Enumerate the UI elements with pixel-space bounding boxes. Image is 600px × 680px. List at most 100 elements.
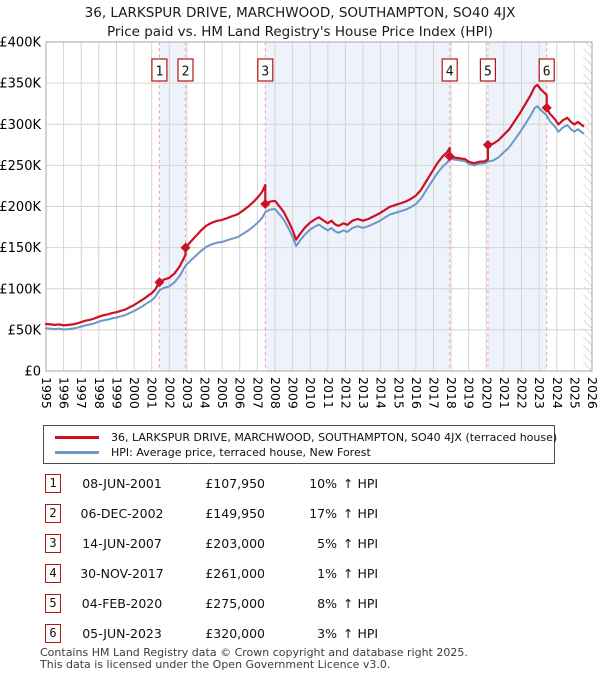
sale-number-badge: 5 — [45, 594, 61, 613]
hpi-series-line — [45, 105, 585, 331]
svg-text:2001: 2001 — [145, 377, 160, 409]
svg-text:2017: 2017 — [427, 377, 442, 409]
svg-text:£50K: £50K — [8, 323, 42, 338]
svg-text:2025: 2025 — [567, 377, 582, 409]
sale-pct-vs-hpi: 10% — [309, 476, 337, 491]
svg-text:2008: 2008 — [268, 377, 283, 409]
table-row: 1 08-JUN-2001 £107,950 10% ↑ HPI — [0, 471, 600, 501]
sale-number-badge: 3 — [45, 534, 61, 553]
chart-legend: 36, LARKSPUR DRIVE, MARCHWOOD, SOUTHAMPT… — [43, 425, 558, 464]
sale-marker — [154, 277, 165, 288]
svg-text:1: 1 — [155, 65, 163, 80]
svg-text:2002: 2002 — [162, 377, 177, 409]
hpi-ref-label: ↑ HPI — [343, 506, 379, 521]
sale-number-badge: 6 — [45, 624, 61, 643]
sale-number-badge: 1 — [45, 474, 61, 493]
svg-text:1999: 1999 — [110, 377, 125, 409]
svg-text:1997: 1997 — [74, 377, 89, 409]
sale-price: £203,000 — [205, 536, 265, 551]
svg-text:2007: 2007 — [250, 377, 265, 409]
svg-text:2024: 2024 — [550, 377, 565, 409]
sale-number-badge: 4 — [45, 564, 61, 583]
sale-number-box — [177, 58, 194, 82]
svg-text:2023: 2023 — [532, 377, 547, 409]
svg-text:2006: 2006 — [233, 377, 248, 409]
copyright-footer: Contains HM Land Registry data © Crown c… — [40, 647, 468, 670]
svg-text:6: 6 — [543, 65, 551, 80]
sale-number-box — [538, 58, 555, 82]
sale-number-box — [257, 58, 274, 82]
legend-label: 36, LARKSPUR DRIVE, MARCHWOOD, SOUTHAMPT… — [111, 431, 558, 444]
svg-text:5: 5 — [484, 65, 492, 80]
svg-text:2010: 2010 — [303, 377, 318, 409]
sale-date: 05-JUN-2023 — [82, 626, 162, 641]
footer-line: Contains HM Land Registry data © Crown c… — [40, 646, 468, 659]
sale-marker — [180, 242, 191, 253]
sale-number-boxes: 1 2 3 4 5 6 — [151, 58, 555, 82]
sale-pct-vs-hpi: 8% — [317, 596, 337, 611]
sale-number-badge: 2 — [45, 504, 61, 523]
sale-number-box — [441, 58, 458, 82]
legend-item-property: 36, LARKSPUR DRIVE, MARCHWOOD, SOUTHAMPT… — [44, 430, 558, 445]
svg-text:2020: 2020 — [479, 377, 494, 409]
page-subtitle: Price paid vs. HM Land Registry's House … — [107, 24, 493, 40]
sale-marker — [444, 151, 455, 162]
svg-text:2018: 2018 — [444, 377, 459, 409]
svg-text:2013: 2013 — [356, 377, 371, 409]
svg-text:1995: 1995 — [39, 377, 54, 409]
table-row: 3 14-JUN-2007 £203,000 5% ↑ HPI — [0, 531, 600, 561]
svg-text:2026: 2026 — [585, 377, 600, 409]
page-title: 36, LARKSPUR DRIVE, MARCHWOOD, SOUTHAMPT… — [84, 5, 516, 21]
hpi-ref-label: ↑ HPI — [343, 626, 379, 641]
svg-text:1996: 1996 — [57, 377, 72, 409]
svg-text:£0: £0 — [24, 365, 41, 380]
svg-text:1998: 1998 — [92, 377, 107, 409]
svg-text:2000: 2000 — [127, 377, 142, 409]
sale-pct-vs-hpi: 17% — [309, 506, 337, 521]
sale-markers — [154, 102, 552, 288]
svg-text:2016: 2016 — [409, 377, 424, 409]
svg-text:2004: 2004 — [198, 377, 213, 409]
table-row: 2 06-DEC-2002 £149,950 17% ↑ HPI — [0, 501, 600, 531]
svg-text:2003: 2003 — [180, 377, 195, 409]
svg-text:£200K: £200K — [0, 200, 41, 215]
hpi-ref-label: ↑ HPI — [343, 596, 379, 611]
svg-text:2005: 2005 — [215, 377, 230, 409]
hpi-ref-label: ↑ HPI — [343, 566, 379, 581]
svg-text:£350K: £350K — [0, 77, 41, 92]
svg-text:2012: 2012 — [338, 377, 353, 409]
sale-date: 04-FEB-2020 — [81, 596, 163, 611]
sale-date: 08-JUN-2001 — [82, 476, 162, 491]
svg-text:£250K: £250K — [0, 159, 41, 174]
svg-text:£100K: £100K — [0, 282, 41, 297]
svg-text:4: 4 — [446, 65, 454, 80]
property-line-swatch — [55, 436, 99, 439]
sale-marker — [541, 102, 552, 113]
sale-price: £149,950 — [205, 506, 265, 521]
svg-text:2015: 2015 — [391, 377, 406, 409]
sale-price: £107,950 — [205, 476, 265, 491]
sale-marker — [260, 199, 271, 210]
svg-text:£150K: £150K — [0, 241, 41, 256]
svg-text:2022: 2022 — [515, 377, 530, 409]
sale-pct-vs-hpi: 5% — [317, 536, 337, 551]
svg-text:3: 3 — [261, 65, 269, 80]
hpi-line-swatch — [55, 451, 99, 454]
hpi-ref-label: ↑ HPI — [343, 536, 379, 551]
table-row: 4 30-NOV-2017 £261,000 1% ↑ HPI — [0, 561, 600, 591]
sale-price: £275,000 — [205, 596, 265, 611]
plot-border — [45, 41, 593, 372]
x-axis-labels: 1995 1996 1997 1998 1999 2000 2001 2002 2003 2004… — [39, 377, 600, 409]
sale-marker — [482, 139, 493, 150]
sale-date: 06-DEC-2002 — [80, 506, 164, 521]
svg-text:2014: 2014 — [374, 377, 389, 409]
sale-pct-vs-hpi: 3% — [317, 626, 337, 641]
sale-pct-vs-hpi: 1% — [317, 566, 337, 581]
sale-number-box — [479, 58, 496, 82]
y-axis-labels: £0 £50K £100K £150K £200K £250K £300K £350K £400… — [0, 36, 41, 380]
sales-table: 1 08-JUN-2001 £107,950 10% ↑ HPI 2 06-DEC-2002… — [0, 471, 600, 651]
sale-date: 14-JUN-2007 — [82, 536, 162, 551]
sale-date-lines — [158, 42, 548, 371]
hpi-ref-label: ↑ HPI — [343, 476, 379, 491]
